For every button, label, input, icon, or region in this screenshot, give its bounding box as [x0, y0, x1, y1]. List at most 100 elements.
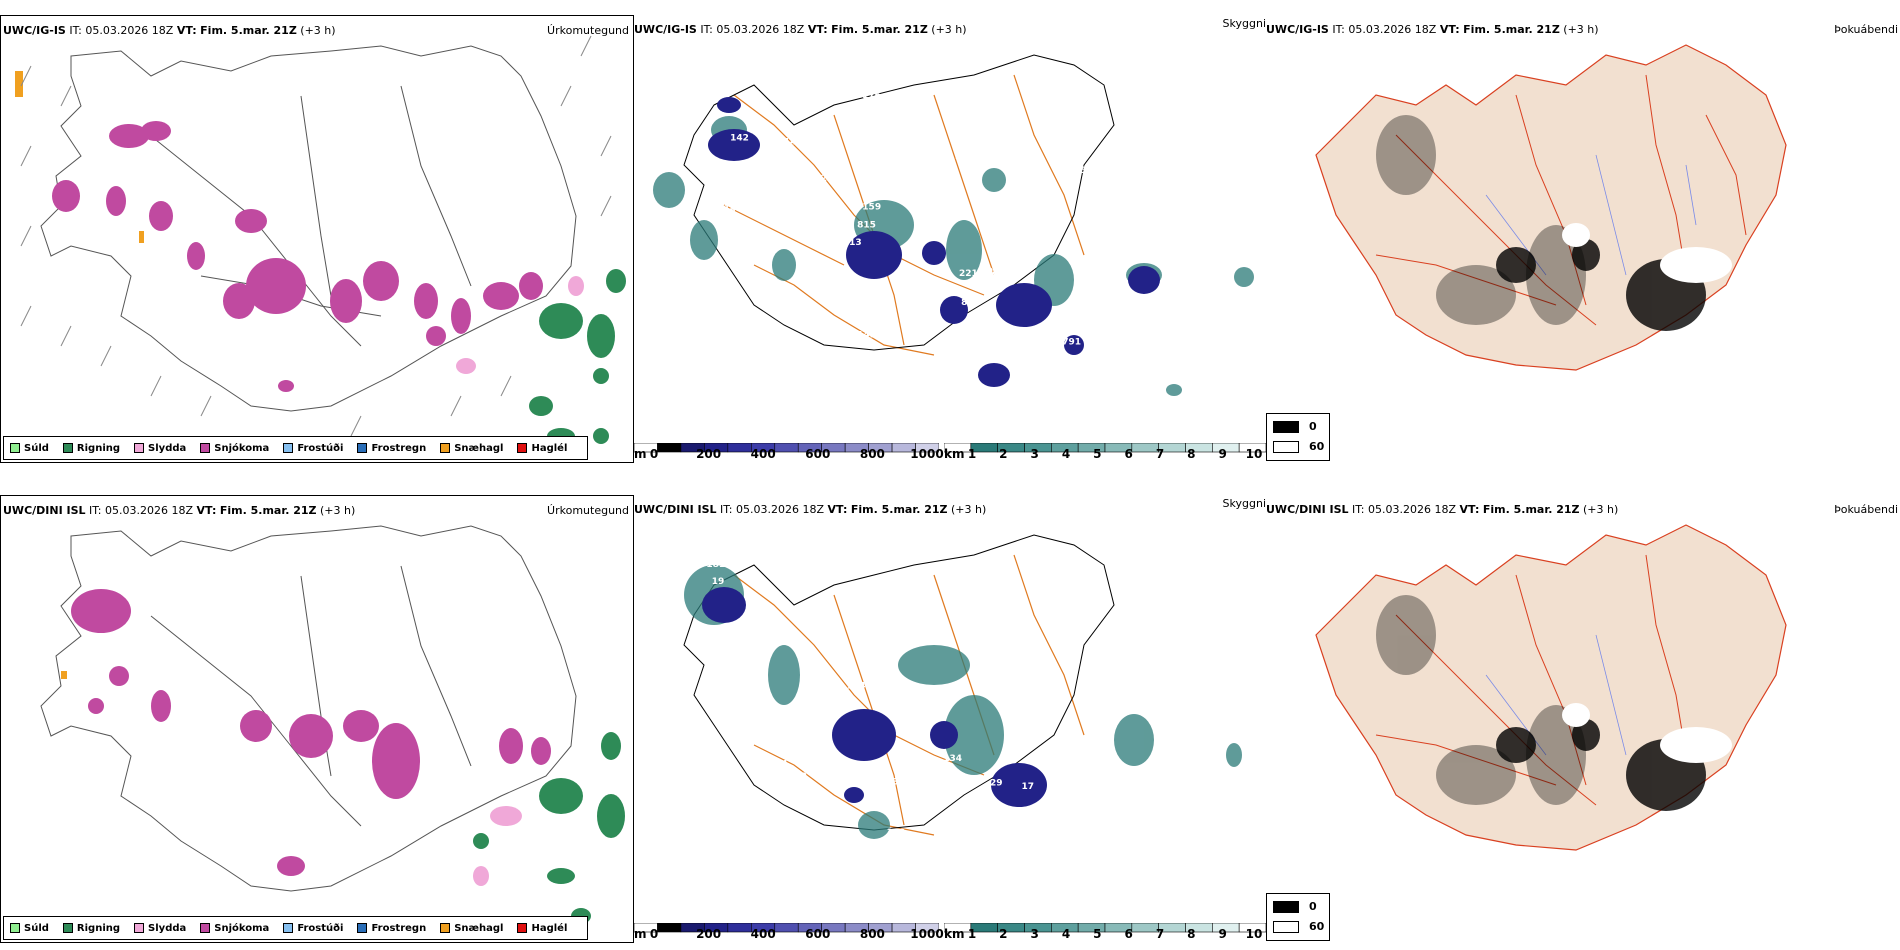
colorbar-swatch [774, 922, 799, 933]
fog-swatch-0 [1273, 420, 1299, 433]
fog-map-bottom [1315, 524, 1787, 851]
legend-item: Frostregn [357, 443, 426, 454]
legend-item: Frostúði [283, 923, 343, 934]
visibility-title: Skyggni [1222, 497, 1266, 510]
legend-item: Súld [10, 923, 49, 934]
legend-label: Frostregn [371, 442, 427, 454]
vt-value: Fim. 5.mar. 21Z [850, 503, 948, 516]
colorbar-tick: 9 [1218, 447, 1227, 461]
legend-label: Frostregn [371, 922, 427, 934]
legend-item: Snjókoma [200, 923, 269, 934]
colorbar-swatch [657, 922, 682, 933]
visibility-value-label: 221 [959, 269, 978, 279]
m-unit: m [634, 447, 647, 461]
visibility-title: Skyggni [1222, 17, 1266, 30]
vt-label: VT: [1439, 23, 1460, 36]
visibility-map-top: 14 145 96 13 25 31 1 33 46 214 62 490 246 187 80 142 176… [653, 54, 1254, 400]
it-value: 05.03.2026 18Z [105, 504, 194, 517]
visibility-value-label: 13 [1113, 194, 1126, 204]
legend-swatch [517, 443, 528, 453]
m-bar-swatches [633, 442, 940, 453]
legend-item: Slydda [134, 443, 186, 454]
vt-label: VT: [1459, 503, 1480, 516]
visibility-value-label: 145 [784, 138, 803, 148]
visibility-value-label: 33 [903, 168, 916, 178]
precip-panel-bottom: UWC/DINI ISL IT: 05.03.2026 18Z VT: Fim.… [0, 495, 634, 943]
it-label: IT: [700, 23, 713, 36]
visibility-value-label: 29 [990, 779, 1003, 789]
colorbar-tick: 10 [1245, 447, 1263, 461]
fog-swatch-60 [1273, 440, 1299, 453]
model-name: UWC/IG-IS [1266, 23, 1329, 36]
colorbar-tick: 0 [649, 927, 659, 941]
visibility-value-label: 75 [1074, 166, 1087, 176]
visibility-value-label: 101 [769, 735, 788, 745]
visibility-value-label: 80 [992, 271, 1005, 281]
legend-label: Frostúði [297, 922, 344, 934]
legend-swatch [10, 923, 20, 933]
colorbar-tick: 3 [1030, 927, 1039, 941]
legend-swatch [200, 923, 211, 933]
fog-map-top [1315, 44, 1787, 371]
fog-legend-top: 0 60 [1266, 413, 1330, 461]
visibility-value-label: 62 [706, 358, 719, 368]
legend-item: Frostúði [283, 443, 343, 454]
legend-swatch [10, 443, 20, 453]
visibility-value-label: 96 [1034, 372, 1047, 382]
legend-swatch [357, 923, 368, 933]
legend-swatch [134, 923, 145, 933]
legend-label: Frostúði [297, 442, 344, 454]
visibility-value-label: 13 [849, 238, 862, 248]
visibility-value-label: 98 [987, 267, 1000, 277]
vt-label: VT: [196, 504, 217, 517]
visibility-value-label: 160 [906, 390, 925, 400]
visibility-value-label: 14 [1067, 372, 1080, 382]
fog-legend-label: 0 [1309, 900, 1317, 913]
precip-title: Úrkomutegund [547, 504, 629, 517]
model-name: UWC/DINI ISL [1266, 503, 1349, 516]
vt-label: VT: [807, 23, 828, 36]
visibility-value-label: 137 [785, 368, 804, 378]
visibility-value-label: 96 [1074, 123, 1087, 133]
visibility-panel-bottom: 19 181 28 13 94 131 324 38 63 29 137 88 227 314 32 62 61… [634, 495, 1266, 943]
colorbar-tick: 4 [1061, 927, 1071, 941]
visibility-value-label: 131 [960, 804, 979, 814]
visibility-km-colorbar-top: km 1 2 3 4 5 6 7 8 9 10 [943, 438, 1267, 463]
legend-swatch [283, 443, 294, 453]
colorbar-tick: 2 [999, 447, 1008, 461]
legend-swatch [200, 443, 211, 453]
visibility-km-colorbar-bottom: km 1 2 3 4 5 6 7 8 9 10 [943, 918, 1267, 943]
colorbar-swatch [1131, 922, 1159, 933]
legend-label: Haglél [531, 442, 568, 454]
visibility-value-label: 38 [815, 790, 828, 800]
visibility-value-label: 32 [893, 778, 906, 788]
legend-label: Slydda [148, 442, 187, 454]
legend-swatch [357, 443, 368, 453]
colorbar-tick: 200 [696, 447, 722, 461]
colorbar-tick: 10 [1245, 927, 1263, 941]
visibility-value-label: 11 [809, 176, 822, 186]
legend-swatch [62, 443, 73, 453]
visibility-value-label: 214 [821, 174, 840, 184]
legend-swatch [134, 443, 145, 453]
visibility-value-label: 137 [794, 794, 813, 804]
fog-legend-label: 60 [1309, 920, 1325, 933]
colorbar-tick: 7 [1155, 927, 1165, 941]
km-unit: km [944, 927, 965, 941]
m-bar-swatches [633, 922, 940, 933]
vt-value: Fim. 5.mar. 21Z [1463, 23, 1560, 36]
fog-panel-top: UWC/IG-IS IT: 05.03.2026 18Z VT: Fim. 5.… [1266, 15, 1900, 463]
it-value: 05.03.2026 18Z [1368, 503, 1457, 516]
colorbar-tick: 600 [805, 447, 831, 461]
colorbar-tick: 400 [750, 927, 776, 941]
visibility-value-label: 104 [847, 682, 866, 692]
header-top-precip: UWC/IG-IS IT: 05.03.2026 18Z VT: Fim. 5.… [3, 24, 336, 37]
legend-swatch [440, 443, 451, 453]
km-bar-swatches [943, 442, 1267, 453]
visibility-value-label: 26 [769, 834, 782, 844]
header-bottom-precip: UWC/DINI ISL IT: 05.03.2026 18Z VT: Fim.… [3, 504, 355, 517]
visibility-value-label: 134 [943, 754, 962, 764]
visibility-value-label: 32 [794, 772, 807, 782]
colorbar-tick: 400 [750, 447, 776, 461]
legend-swatch [62, 923, 73, 933]
